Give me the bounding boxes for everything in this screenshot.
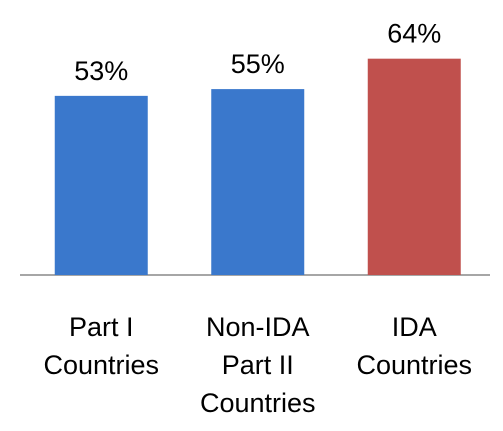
category-label: Non-IDA <box>206 312 310 342</box>
value-label: 64% <box>387 19 441 49</box>
category-label: IDA <box>392 312 437 342</box>
bar <box>367 58 461 276</box>
category-label: Part II <box>222 350 294 380</box>
category-label: Countries <box>200 388 316 418</box>
value-label: 53% <box>74 56 128 86</box>
value-label: 55% <box>231 49 285 79</box>
category-label: Part I <box>69 312 134 342</box>
category-label: Countries <box>43 350 159 380</box>
bar <box>211 89 305 275</box>
category-label: Countries <box>356 350 472 380</box>
bar <box>54 95 148 275</box>
